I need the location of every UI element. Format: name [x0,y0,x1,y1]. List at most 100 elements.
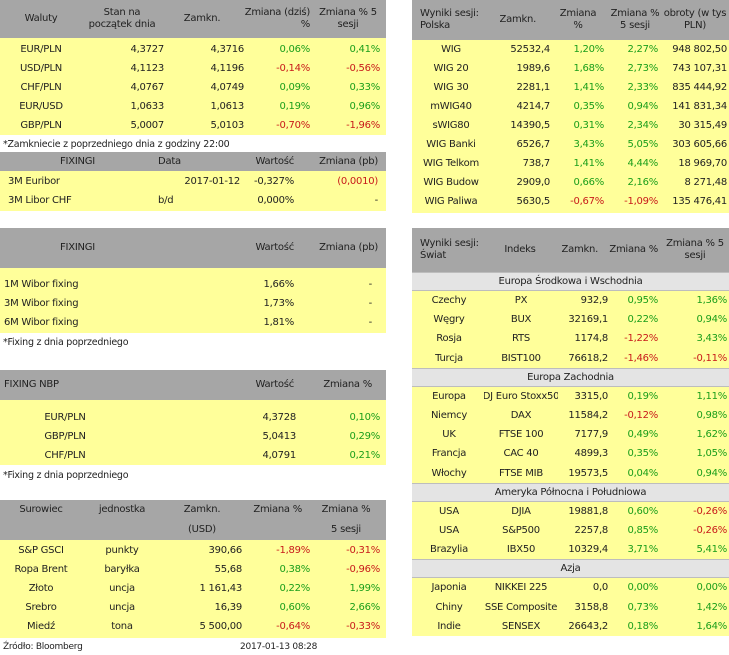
table-row: CHF/PLN 4,0791 0,21% [0,446,386,465]
header-cell: FIXING NBP [4,379,59,390]
table-row: EUR/USD 1,0633 1,0613 0,19% 0,96% [0,97,386,116]
header-cell: Zmiana % [609,244,658,255]
nbp-header: FIXING NBP Wartość Zmiana % [0,370,386,400]
table-row: Francja CAC 40 4899,3 0,35% 1,05% [412,444,729,463]
table-cell: 3,43% [696,333,727,345]
table-cell: 4,1123 [130,63,165,74]
waluty-body [0,38,386,135]
country-cell: Czechy [431,295,467,306]
table-cell: -1,46% [624,352,658,364]
index-cell: sWIG80 [432,120,470,131]
table-cell: 0,35% [627,448,658,460]
country-cell: USA [439,525,459,536]
header-cell: jednostka [98,504,146,515]
table-cell: 1,20% [573,44,604,55]
table-cell: uncja [109,602,135,613]
swiat-header: Wyniki sesji: Świat Indeks Zamkn. Zmiana… [412,228,729,272]
index-cell: FTSE MIB [499,467,543,479]
table-cell: 0,33% [349,82,380,93]
index-cell: S&P500 [502,525,540,536]
table-cell: 0,94% [696,314,727,326]
header-subcell: (USD) [188,524,216,535]
table-cell: 390,66 [208,545,243,556]
table-cell: -0,64% [276,621,310,632]
country-cell: Chiny [435,601,463,613]
table-cell: - [374,195,378,206]
table-cell: 141 831,34 [672,101,727,112]
country-cell: Brazylia [430,544,468,556]
header-cell: Zamkn. [561,244,598,255]
table-row: WIG Telkom 738,7 1,41% 4,44% 18 969,70 [412,154,729,173]
index-cell: WIG Budow [423,177,479,188]
table-cell: -0,96% [346,564,380,575]
table-row: Europa DJ Euro Stoxx50 3315,0 0,19% 1,11% [412,387,729,406]
header-cell: Zamkn. [183,504,221,515]
country-cell: Europa [432,390,466,402]
table-cell: 1 161,43 [199,583,242,594]
table-row: UK FTSE 100 7177,9 0,49% 1,62% [412,425,729,444]
table-row: Japonia NIKKEI 225 0,0 0,00% 0,00% [412,578,729,597]
table-cell: 4,3728 [262,412,297,423]
table-row: CHF/PLN 4,0767 4,0749 0,09% 0,33% [0,78,386,97]
table-cell: 0,00% [696,582,727,594]
table-cell: 0,94% [627,101,658,112]
table-cell: 0,19% [627,390,658,402]
table-row: 3M Libor CHF b/d 0,000% - [0,191,386,210]
table-row: S&P GSCI punkty 390,66 -1,89% -0,31% [0,541,386,560]
table-cell: 16,39 [214,602,242,613]
header-cell: Data [158,155,181,167]
table-cell: -0,26% [693,505,727,517]
currency-cell: CHF/PLN [44,450,86,461]
commodity-cell: Srebro [25,602,57,613]
table-row: WIG Paliwa 5630,5 -0,67% -1,09% 135 476,41 [412,192,729,211]
table-cell: 3315,0 [574,390,609,402]
table-row: Brazylia IBX50 10329,4 3,71% 5,41% [412,540,729,559]
table-cell: 1,0633 [130,101,165,112]
table-cell: 4899,3 [574,448,609,460]
table-cell: -0,56% [346,63,380,74]
table-cell: 5630,5 [516,196,551,207]
table-cell: 0,09% [279,82,310,93]
table-cell: 0,000% [257,195,294,206]
table-row: Złoto uncja 1 161,43 0,22% 1,99% [0,579,386,598]
table-cell: 0,04% [627,467,658,479]
table-row: Miedź tona 5 500,00 -0,64% -0,33% [0,617,386,636]
table-cell: -0,33% [346,621,380,632]
wibor-table: FIXINGI Wartość Zmiana (pb) 1M Wibor fix… [0,228,386,333]
commodity-cell: Złoto [28,583,54,594]
commodity-cell: S&P GSCI [18,545,64,556]
currency-cell: EUR/PLN [20,44,62,55]
waluty-header: Waluty Stan na początek dnia Zamkn. Zmia… [0,0,386,38]
table-cell: 4,0791 [262,450,297,461]
nbp-table: FIXING NBP Wartość Zmiana % EUR/PLN 4,372… [0,370,386,465]
nbp-note: *Fixing z dnia poprzedniego [3,470,129,481]
table-cell: 0,00% [627,582,658,594]
table-row: USD/PLN 4,1123 4,1196 -0,14% -0,56% [0,59,386,78]
header-cell: Zmiana % [559,8,597,31]
table-row: Turcja BIST100 76618,2 -1,46% -0,11% [412,349,729,368]
index-cell: WIG [441,44,461,55]
table-row: 3M Wibor fixing 1,73% - [0,294,386,313]
table-cell: 6526,7 [516,139,551,150]
table-cell: 0,60% [627,505,658,517]
table-cell: 0,96% [349,101,380,112]
fixing-name-cell: 3M Libor CHF [8,195,72,206]
region-section-header: Azja [412,559,729,579]
table-cell: -1,96% [346,120,380,131]
index-cell: IBX50 [506,544,536,556]
table-row: USA DJIA 19881,8 0,60% -0,26% [412,502,729,521]
table-cell: 1,41% [573,82,604,93]
currency-cell: GBP/PLN [20,120,62,131]
header-cell: Zmiana % 5 sesji [610,8,660,31]
nbp-body [0,400,386,465]
region-body [412,501,729,560]
table-cell: - [368,279,372,290]
table-cell: 0,31% [573,120,604,131]
table-cell: 135 476,41 [672,196,727,207]
table-cell: 0,49% [627,429,658,441]
country-cell: Rosja [436,333,462,345]
index-cell: RTS [512,333,530,345]
table-cell: 2,27% [627,44,658,55]
wibor-note: *Fixing z dnia poprzedniego [3,337,129,348]
header-cell: Zmiana (pb) [319,155,378,167]
